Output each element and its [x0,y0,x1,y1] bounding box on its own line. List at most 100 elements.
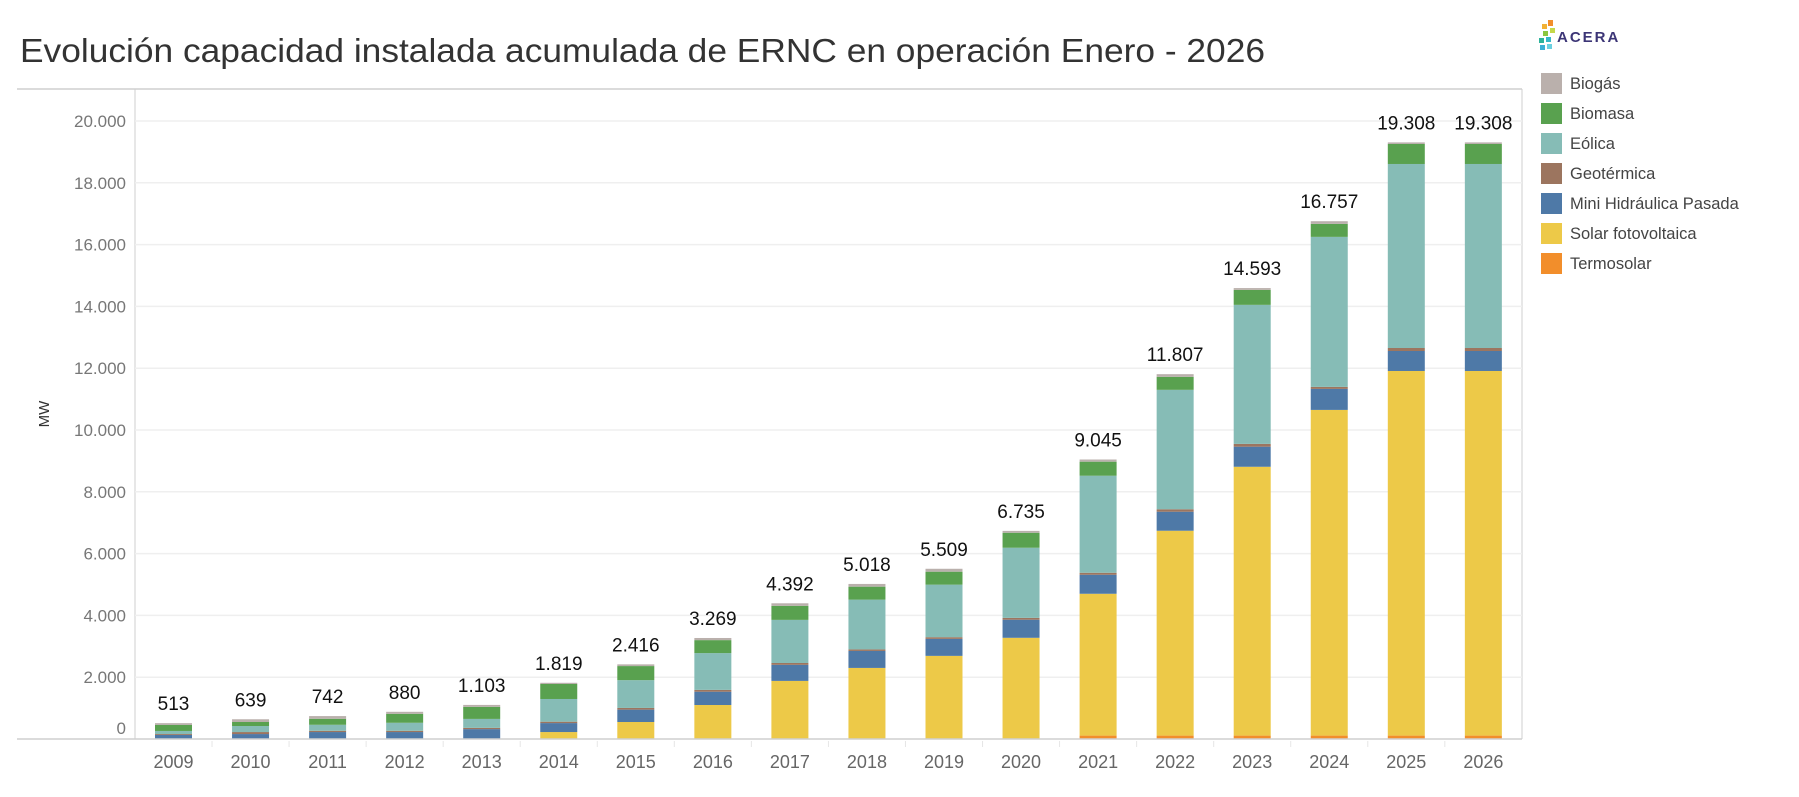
bar-segment-solar-fotovoltaica [1233,466,1271,736]
bar-segment-biog-s [1079,459,1117,462]
bar-segment-biog-s [1233,288,1271,290]
bar-segment-e-lica [694,653,732,690]
bar-segment-geot-rmica [386,730,424,733]
legend: Biogás Biomasa Eólica Geotérmica Mini Hidráu… [1541,73,1740,274]
bar-segment-solar-fotovoltaica [771,680,809,739]
legend-swatch [1541,73,1562,94]
bar-segment-e-lica [1387,163,1425,348]
bar-segment-biog-s [155,723,192,725]
total-label: 639 [235,690,267,711]
total-label: 11.807 [1147,345,1204,366]
bar-segment-solar-fotovoltaica [540,732,578,739]
bar-segment-geot-rmica [1079,572,1117,575]
legend-swatch [1541,163,1562,184]
x-tick-label: 2010 [231,752,271,772]
legend-label: Mini Hidráulica Pasada [1570,195,1740,213]
bar-segment-geot-rmica [1156,509,1194,512]
bar-segment-biog-s [232,719,270,723]
x-tick-label: 2019 [924,752,964,772]
x-tick-label: 2022 [1155,752,1195,772]
bar-segment-mini-hidr-ulica-pasada [1387,350,1425,371]
bar-segment-e-lica [1002,547,1040,618]
bar-segment-e-lica [771,619,809,663]
x-tick-label: 2013 [462,752,502,772]
legend-swatch [1541,223,1562,244]
logo-text: ACERA [1557,29,1620,46]
bar-segment-biog-s [617,664,655,667]
bar-segment-biog-s [1387,142,1425,144]
bar-segment-solar-fotovoltaica [1079,593,1117,736]
legend-item[interactable]: Mini Hidráulica Pasada [1541,193,1740,214]
bar-segment-geot-rmica [617,707,655,710]
legend-item[interactable]: Biogás [1541,73,1620,94]
bar-2016: 3.269 [689,609,737,739]
bar-segment-solar-fotovoltaica [1387,370,1425,736]
legend-item[interactable]: Geotérmica [1541,163,1656,184]
bar-segment-solar-fotovoltaica [1310,409,1348,736]
chart-title: Evolución capacidad instalada acumulada … [20,32,1265,69]
x-tick-label: 2009 [153,752,193,772]
bar-segment-biog-s [1156,374,1194,377]
total-label: 1.819 [535,654,583,675]
bar-segment-biomasa [1002,532,1040,548]
bar-2026: 19.308 [1454,113,1512,739]
acera-logo: ACERA [1539,20,1620,50]
legend-label: Termosolar [1570,255,1652,273]
bar-2020: 6.735 [997,502,1045,739]
bar-segment-e-lica [848,599,886,650]
bar-segment-mini-hidr-ulica-pasada [848,650,886,668]
logo-leaf-icon [1539,20,1555,50]
y-tick-label: 4.000 [83,606,126,625]
bar-segment-e-lica [540,698,578,722]
bar-segment-biog-s [309,716,347,719]
total-label: 3.269 [689,609,737,630]
bar-segment-geot-rmica [1387,347,1425,351]
bar-segment-biog-s [1002,530,1040,533]
bar-segment-solar-fotovoltaica [1002,637,1040,739]
bar-segment-termosolar [1310,735,1348,739]
legend-label: Biogás [1570,75,1620,93]
bar-segment-e-lica [155,730,192,735]
bar-segment-e-lica [309,724,347,731]
y-tick-label: 12.000 [74,359,126,378]
legend-item[interactable]: Termosolar [1541,253,1652,274]
y-tick-label: 0 [117,719,126,738]
bar-segment-e-lica [463,718,501,728]
x-tick-label: 2015 [616,752,656,772]
bar-segment-biomasa [1156,376,1194,390]
bar-segment-biomasa [1310,223,1348,237]
bar-2023: 14.593 [1223,259,1281,739]
bar-segment-e-lica [1079,475,1117,573]
x-tick-label: 2026 [1463,752,1503,772]
legend-item[interactable]: Eólica [1541,133,1616,154]
bar-2009: 513 [155,694,192,739]
bar-segment-biog-s [1464,142,1502,144]
legend-item[interactable]: Biomasa [1541,103,1635,124]
bar-segment-mini-hidr-ulica-pasada [1156,511,1194,531]
bar-segment-biomasa [1233,289,1271,305]
y-tick-label: 16.000 [74,236,126,255]
plot-frame [17,88,1523,739]
bar-segment-biog-s [463,704,501,707]
bar-segment-mini-hidr-ulica-pasada [309,732,347,739]
x-tick-label: 2012 [385,752,425,772]
y-axis-label: MW [36,400,53,427]
x-tick-label: 2011 [308,752,347,772]
legend-label: Biomasa [1570,105,1635,123]
total-label: 9.045 [1074,431,1122,452]
total-label: 742 [312,687,344,708]
bar-segment-biomasa [848,586,886,600]
bar-segment-geot-rmica [1464,347,1502,351]
bar-segment-biog-s [771,603,809,606]
y-tick-label: 10.000 [74,421,126,440]
bar-segment-biomasa [155,724,192,731]
bar-segment-solar-fotovoltaica [848,667,886,739]
bar-segment-mini-hidr-ulica-pasada [386,732,424,739]
legend-item[interactable]: Solar fotovoltaica [1541,223,1697,244]
total-label: 5.018 [843,555,891,576]
y-tick-label: 18.000 [74,174,126,193]
x-tick-label: 2024 [1309,752,1349,772]
x-tick-label: 2023 [1232,752,1272,772]
bar-segment-mini-hidr-ulica-pasada [694,691,732,706]
bar-segment-biomasa [771,605,809,620]
